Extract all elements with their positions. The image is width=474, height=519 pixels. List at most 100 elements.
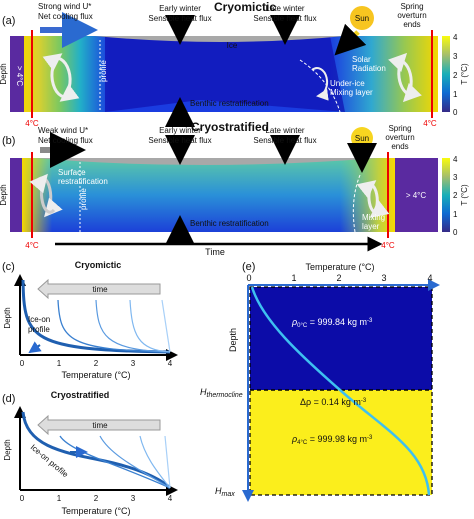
annotation: 4°C	[25, 241, 39, 250]
annotation: Hthermocline	[200, 387, 243, 399]
panel-title: Cryostratified	[51, 390, 110, 400]
colorbar-tick: 4	[453, 155, 458, 164]
annotation: Surface	[58, 168, 86, 177]
time-arrow	[37, 278, 161, 300]
annotation: ends	[403, 20, 420, 29]
annotation: layer	[362, 222, 380, 231]
x-tick-label: 4	[168, 494, 173, 503]
annotation: ρ4°C = 999.98 kg m-3	[291, 434, 373, 446]
axis-label: Depth	[0, 63, 8, 84]
annotation: 4°C	[381, 241, 395, 250]
x-tick-label: 4	[168, 359, 173, 368]
annotation: ends	[391, 142, 408, 151]
annotation: Sun	[355, 134, 369, 143]
colorbar-tick: 4	[453, 33, 458, 42]
warm-block	[10, 36, 24, 112]
annotation: Benthic restratification	[190, 99, 269, 108]
warm-block	[395, 158, 438, 232]
profile-curve	[99, 435, 171, 489]
subscript: max	[222, 491, 236, 498]
x-tick-label: 2	[336, 273, 341, 283]
text: = 999.98 kg m	[307, 434, 367, 444]
annotation: Solar	[352, 55, 371, 64]
annotation: Net cooling flux	[38, 136, 93, 145]
time-arrow	[37, 414, 161, 436]
superscript: -3	[361, 398, 367, 404]
x-tick-label: 0	[20, 494, 25, 503]
panel-title: Cryomictic	[75, 260, 122, 270]
panel-label: (e)	[242, 261, 255, 273]
symbol: ρ	[291, 317, 297, 327]
annotation: 4°C	[25, 119, 39, 128]
annotation: 4°C	[423, 119, 437, 128]
profile-curve	[161, 299, 171, 353]
panel-label: (b)	[2, 135, 15, 147]
annotation: profile	[99, 60, 108, 82]
annotation: Ice	[227, 41, 238, 50]
symbol: ρ	[291, 434, 297, 444]
annotation: > 4°C	[406, 191, 427, 200]
colorbar-tick: 1	[453, 90, 458, 99]
annotation: overturn	[397, 11, 426, 20]
profile-curve	[21, 279, 171, 354]
colorbar-tick: 3	[453, 52, 458, 61]
panel-b: (b) Cryostratified Weak wind U* Net cool…	[0, 120, 469, 257]
colorbar-tick: 2	[453, 71, 458, 80]
x-tick-label: 0	[20, 359, 25, 368]
axis-label: Depth	[3, 307, 12, 328]
annotation: Under-ice	[330, 79, 365, 88]
subscript: 0°C	[297, 323, 308, 329]
dashed-box	[249, 286, 433, 496]
profile-curve	[59, 435, 171, 489]
axis-label: Depth	[0, 184, 8, 205]
pointer-arrow	[28, 341, 42, 354]
panel-e: (e) Temperature (°C) 0 1 2 3 4 Depth Hth…	[200, 261, 440, 502]
circulation	[311, 67, 329, 101]
annotation: Late winter	[265, 126, 304, 135]
symbol: H	[215, 486, 222, 496]
colorbar-label: T (°C)	[460, 184, 469, 206]
x-tick-label: 1	[57, 494, 62, 503]
profile-curve	[139, 435, 171, 489]
colorbar-tick: 1	[453, 210, 458, 219]
profile-curve	[129, 299, 171, 353]
annotation: Sensible heat flux	[148, 136, 211, 145]
panel-c: (c) Cryomictic time Ice-on profile Depth…	[2, 260, 178, 380]
colorbar-tick: 0	[453, 108, 458, 117]
annotation: Ice-on	[28, 315, 50, 324]
mixing-boundary	[352, 174, 361, 233]
annotation: Weak wind U*	[38, 126, 88, 135]
x-tick-label: 2	[94, 494, 99, 503]
annotation: Sensible heat flux	[253, 136, 316, 145]
superscript: -3	[367, 435, 373, 441]
annotation: Mixing	[362, 213, 385, 222]
x-tick-label: 3	[131, 494, 136, 503]
subscript: 4°C	[297, 440, 308, 446]
subscript: thermocline	[207, 392, 243, 399]
annotation: overturn	[385, 133, 414, 142]
text: = 999.84 kg m	[307, 317, 367, 327]
cold-layer	[250, 287, 432, 390]
annotation: Late winter	[265, 4, 304, 13]
annotation: Early winter	[159, 126, 201, 135]
annotation: Sensible heat flux	[253, 14, 316, 23]
profile-curve	[57, 299, 171, 353]
colorbar-tick: 0	[453, 228, 458, 237]
annotation: Spring	[400, 2, 423, 11]
mixing-boundary	[299, 59, 341, 113]
x-tick-label: 1	[291, 273, 296, 283]
x-tick-label: 3	[131, 359, 136, 368]
annotation: Sun	[355, 14, 369, 23]
circulation	[356, 180, 381, 215]
superscript: -3	[367, 318, 373, 324]
annotation: Mixing layer	[330, 88, 373, 97]
annotation: time	[92, 285, 108, 294]
symbol: H	[200, 387, 207, 397]
warm-block	[10, 158, 22, 232]
annotation: Δρ = 0.14 kg m-3	[300, 397, 367, 407]
annotation: Radiation	[352, 64, 386, 73]
axis-label: Time	[205, 247, 225, 257]
circulation	[29, 173, 56, 214]
panel-title: Cryostratified	[191, 120, 269, 134]
